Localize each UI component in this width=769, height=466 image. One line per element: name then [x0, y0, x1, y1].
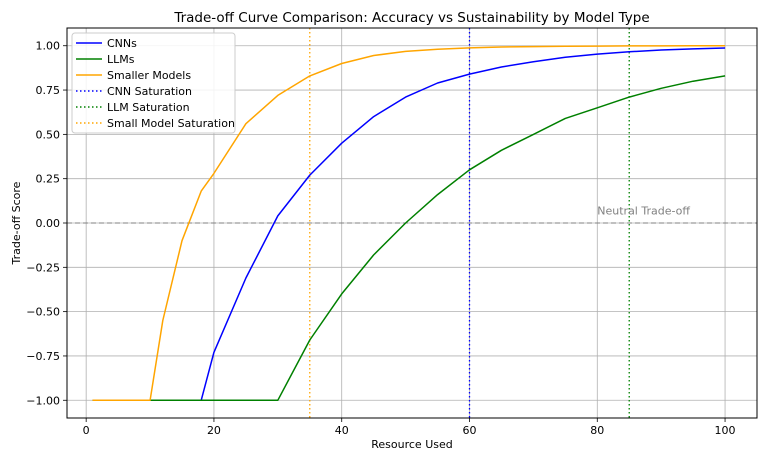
legend-box	[71, 32, 236, 134]
legend-label: Smaller Models	[107, 69, 191, 82]
y-tick-label: 1.00	[36, 40, 61, 53]
vline-layer	[309, 28, 630, 418]
y-tick-label: −1.00	[26, 394, 60, 407]
x-tick-layer: 0 20 40 60 80 100	[83, 418, 736, 437]
y-tick-label: 0.75	[36, 84, 61, 97]
legend-label: CNN Saturation	[107, 85, 192, 98]
y-tick-layer: −1.00 −0.75 −0.50 −0.25 0.00 0.25 0.50 0.75 1.00	[26, 40, 67, 407]
x-tick-label: 80	[590, 424, 604, 437]
x-tick-label: 20	[207, 424, 221, 437]
series-line-2	[92, 44, 726, 402]
chart-title: Trade-off Curve Comparison: Accuracy vs …	[173, 10, 649, 26]
series-line-1	[92, 75, 726, 402]
x-axis-label: Resource Used	[371, 438, 452, 451]
legend: CNNs LLMs Smaller Models CNN Saturation LLM …	[71, 32, 236, 134]
x-tick-label: 100	[715, 424, 736, 437]
legend-label: CNNs	[107, 37, 137, 50]
y-tick-label: −0.25	[26, 261, 60, 274]
y-tick-label: −0.75	[26, 350, 60, 363]
x-tick-label: 60	[463, 424, 477, 437]
legend-label: Small Model Saturation	[107, 117, 235, 130]
y-tick-label: 0.25	[36, 173, 61, 186]
y-axis-label: Trade-off Score	[10, 181, 23, 265]
annotation-layer: Neutral Trade-off	[597, 205, 690, 218]
series-layer	[92, 44, 726, 402]
annotation-text: Neutral Trade-off	[597, 205, 690, 218]
x-tick-label: 40	[335, 424, 349, 437]
legend-label: LLM Saturation	[107, 101, 190, 114]
x-tick-label: 0	[83, 424, 90, 437]
y-tick-label: 0.50	[36, 128, 61, 141]
y-tick-label: −0.50	[26, 306, 60, 319]
y-tick-label: 0.00	[36, 217, 61, 230]
legend-label: LLMs	[107, 53, 135, 66]
